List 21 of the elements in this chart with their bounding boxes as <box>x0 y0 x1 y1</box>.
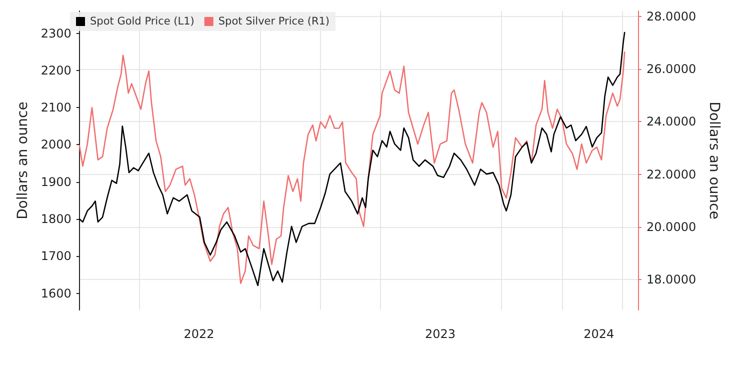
y-tick-label: 2200 <box>40 63 72 78</box>
y2-tick-label: 18.0000 <box>646 272 696 287</box>
y-tick-label: 1800 <box>40 212 72 226</box>
y2-tick-label: 22.0000 <box>646 167 696 182</box>
x-tick-label: 2022 <box>184 327 214 341</box>
y2-axis-title: Dollars an ounce <box>706 102 722 220</box>
x-tick-label: 2023 <box>424 327 456 341</box>
y-tick-label: 1600 <box>40 286 72 300</box>
x-tick-label: 2024 <box>584 327 614 341</box>
y2-tick-label: 28.0000 <box>646 9 696 24</box>
legend-label: Spot Gold Price (L1) <box>90 16 194 28</box>
y2-tick-label: 24.0000 <box>646 114 696 129</box>
y-axis-title: Dollars an ounce <box>15 102 31 220</box>
legend-label: Spot Silver Price (R1) <box>218 16 330 28</box>
y-tick-label: 2100 <box>40 100 72 115</box>
y2-tick-label: 26.0000 <box>646 62 696 76</box>
y2-tick-label: 20.0000 <box>646 220 696 234</box>
y-tick-label: 2300 <box>40 26 72 40</box>
y-tick-label: 2000 <box>40 138 72 152</box>
y-tick-label: 1700 <box>40 249 72 264</box>
y-tick-label: 1900 <box>40 174 72 189</box>
